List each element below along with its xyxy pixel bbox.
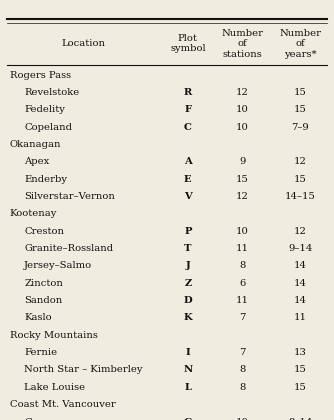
Text: North Star – Kimberley: North Star – Kimberley — [24, 365, 143, 375]
Text: K: K — [183, 313, 192, 323]
Text: Number
of
years*: Number of years* — [279, 29, 321, 58]
Text: Creston: Creston — [24, 227, 64, 236]
Text: Kootenay: Kootenay — [10, 210, 57, 218]
Text: 10: 10 — [236, 417, 249, 420]
Text: R: R — [184, 88, 192, 97]
Text: Apex: Apex — [24, 158, 49, 166]
Text: 13: 13 — [294, 348, 307, 357]
Text: 14: 14 — [294, 279, 307, 288]
Text: 8: 8 — [239, 365, 245, 375]
Text: 14–15: 14–15 — [285, 192, 316, 201]
Text: 10: 10 — [236, 105, 249, 114]
Text: 6: 6 — [239, 279, 245, 288]
Text: 9–14: 9–14 — [288, 244, 312, 253]
Text: L: L — [184, 383, 191, 392]
Text: 15: 15 — [294, 88, 307, 97]
Text: 11: 11 — [294, 313, 307, 323]
Text: Kaslo: Kaslo — [24, 313, 52, 323]
Text: 12: 12 — [294, 158, 307, 166]
Text: 15: 15 — [294, 175, 307, 184]
Text: Number
of
stations: Number of stations — [221, 29, 263, 58]
Text: 8: 8 — [239, 383, 245, 392]
Text: Fedelity: Fedelity — [24, 105, 65, 114]
Text: 8: 8 — [239, 262, 245, 270]
Text: F: F — [184, 105, 191, 114]
Text: Copeland: Copeland — [24, 123, 72, 132]
Text: 11: 11 — [236, 296, 249, 305]
Text: Enderby: Enderby — [24, 175, 67, 184]
Text: C: C — [184, 123, 192, 132]
Text: 14: 14 — [294, 296, 307, 305]
Text: V: V — [184, 192, 192, 201]
Text: Lake Louise: Lake Louise — [24, 383, 86, 392]
Text: Location: Location — [62, 39, 106, 48]
Text: Revelstoke: Revelstoke — [24, 88, 79, 97]
Text: Plot
symbol: Plot symbol — [170, 34, 206, 53]
Text: Rogers Pass: Rogers Pass — [10, 71, 71, 80]
Text: 11: 11 — [236, 244, 249, 253]
Text: 12: 12 — [236, 192, 249, 201]
Text: Rocky Mountains: Rocky Mountains — [10, 331, 98, 340]
Text: Grouse: Grouse — [24, 417, 61, 420]
Text: Z: Z — [184, 279, 191, 288]
Text: T: T — [184, 244, 192, 253]
Text: Jersey–Salmo: Jersey–Salmo — [24, 262, 93, 270]
Text: Coast Mt. Vancouver: Coast Mt. Vancouver — [10, 400, 116, 409]
Text: N: N — [183, 365, 192, 375]
Text: G: G — [184, 417, 192, 420]
Text: D: D — [183, 296, 192, 305]
Text: J: J — [185, 262, 190, 270]
Text: 15: 15 — [236, 175, 249, 184]
Text: P: P — [184, 227, 192, 236]
Text: Zincton: Zincton — [24, 279, 63, 288]
Text: 14: 14 — [294, 262, 307, 270]
Text: 7–9: 7–9 — [291, 123, 309, 132]
Text: A: A — [184, 158, 192, 166]
Text: Silverstar–Vernon: Silverstar–Vernon — [24, 192, 115, 201]
Text: 15: 15 — [294, 105, 307, 114]
Text: 7: 7 — [239, 348, 245, 357]
Text: I: I — [185, 348, 190, 357]
Text: 8–14: 8–14 — [288, 417, 312, 420]
Text: 10: 10 — [236, 123, 249, 132]
Text: 15: 15 — [294, 383, 307, 392]
Text: Fernie: Fernie — [24, 348, 57, 357]
Text: 9: 9 — [239, 158, 245, 166]
Text: 7: 7 — [239, 313, 245, 323]
Text: 15: 15 — [294, 365, 307, 375]
Text: Granite–Rossland: Granite–Rossland — [24, 244, 114, 253]
Text: 12: 12 — [294, 227, 307, 236]
Text: 12: 12 — [236, 88, 249, 97]
Text: E: E — [184, 175, 192, 184]
Text: Sandon: Sandon — [24, 296, 62, 305]
Text: Okanagan: Okanagan — [10, 140, 61, 149]
Text: 10: 10 — [236, 227, 249, 236]
